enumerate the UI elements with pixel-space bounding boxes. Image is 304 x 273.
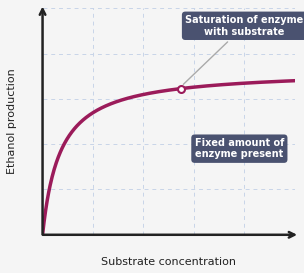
Text: Substrate concentration: Substrate concentration: [101, 257, 236, 268]
Text: Ethanol production: Ethanol production: [7, 69, 17, 174]
Text: Saturation of enzyme
with substrate: Saturation of enzyme with substrate: [183, 15, 303, 84]
Text: Fixed amount of
enzyme present: Fixed amount of enzyme present: [195, 138, 284, 159]
